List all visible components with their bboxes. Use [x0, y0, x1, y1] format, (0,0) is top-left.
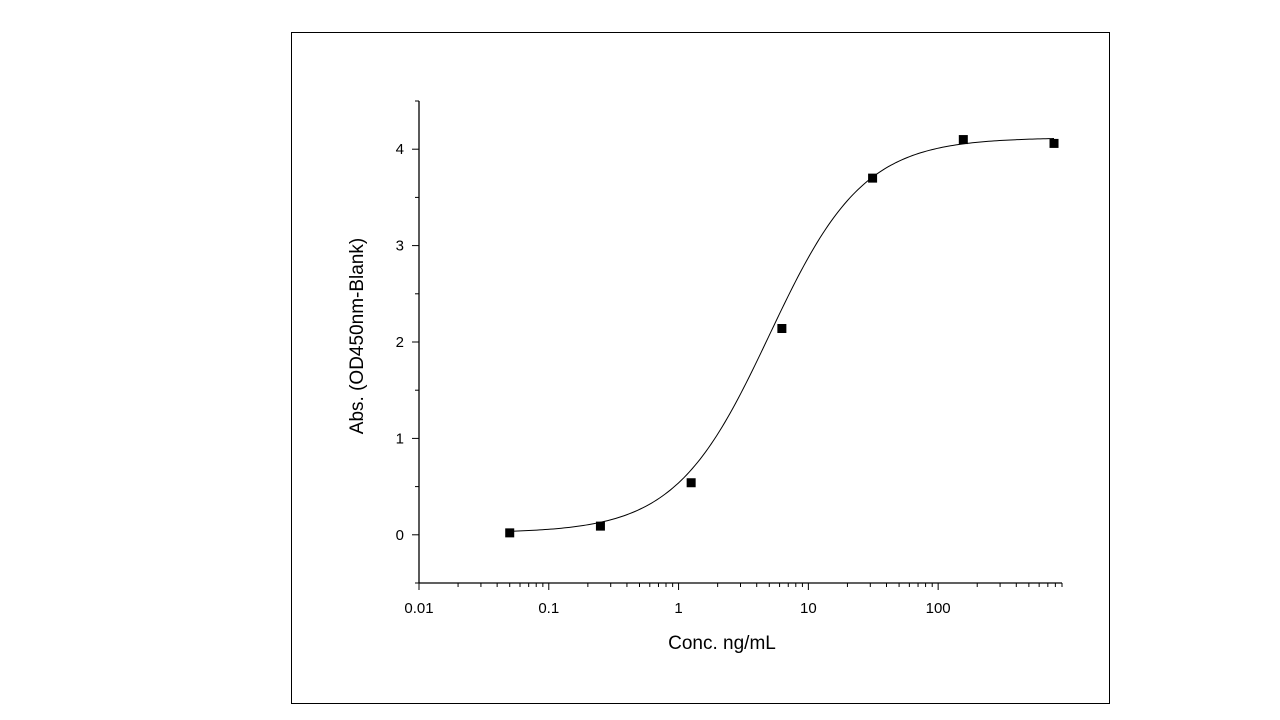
axes: 0 1 2 3 4 0.01 0.1 1 10 100 [396, 100, 1063, 617]
data-point [777, 324, 787, 334]
data-point [595, 521, 605, 531]
data-point [686, 478, 696, 488]
chart-frame [291, 32, 1110, 704]
x-tick-label: 10 [800, 600, 817, 617]
x-tick-label: 0.01 [404, 600, 433, 617]
y-tick-label: 0 [396, 527, 404, 544]
y-tick-label: 4 [396, 141, 404, 158]
y-tick-label: 2 [396, 334, 404, 351]
data-points-layer [505, 135, 1059, 538]
x-tick-label: 0.1 [538, 600, 559, 617]
x-axis-title: Conc. ng/mL [668, 633, 776, 654]
fit-curve-layer [509, 138, 1055, 532]
data-point [1049, 138, 1059, 148]
y-tick-label: 1 [396, 430, 404, 447]
x-tick-label: 1 [674, 600, 682, 617]
y-tick-label: 3 [396, 238, 404, 255]
data-point [868, 173, 878, 183]
data-point [505, 528, 515, 538]
fit-curve [509, 138, 1055, 532]
y-axis-title: Abs. (OD450nm-Blank) [347, 238, 368, 434]
data-point [958, 135, 968, 145]
x-tick-label: 100 [926, 600, 951, 617]
